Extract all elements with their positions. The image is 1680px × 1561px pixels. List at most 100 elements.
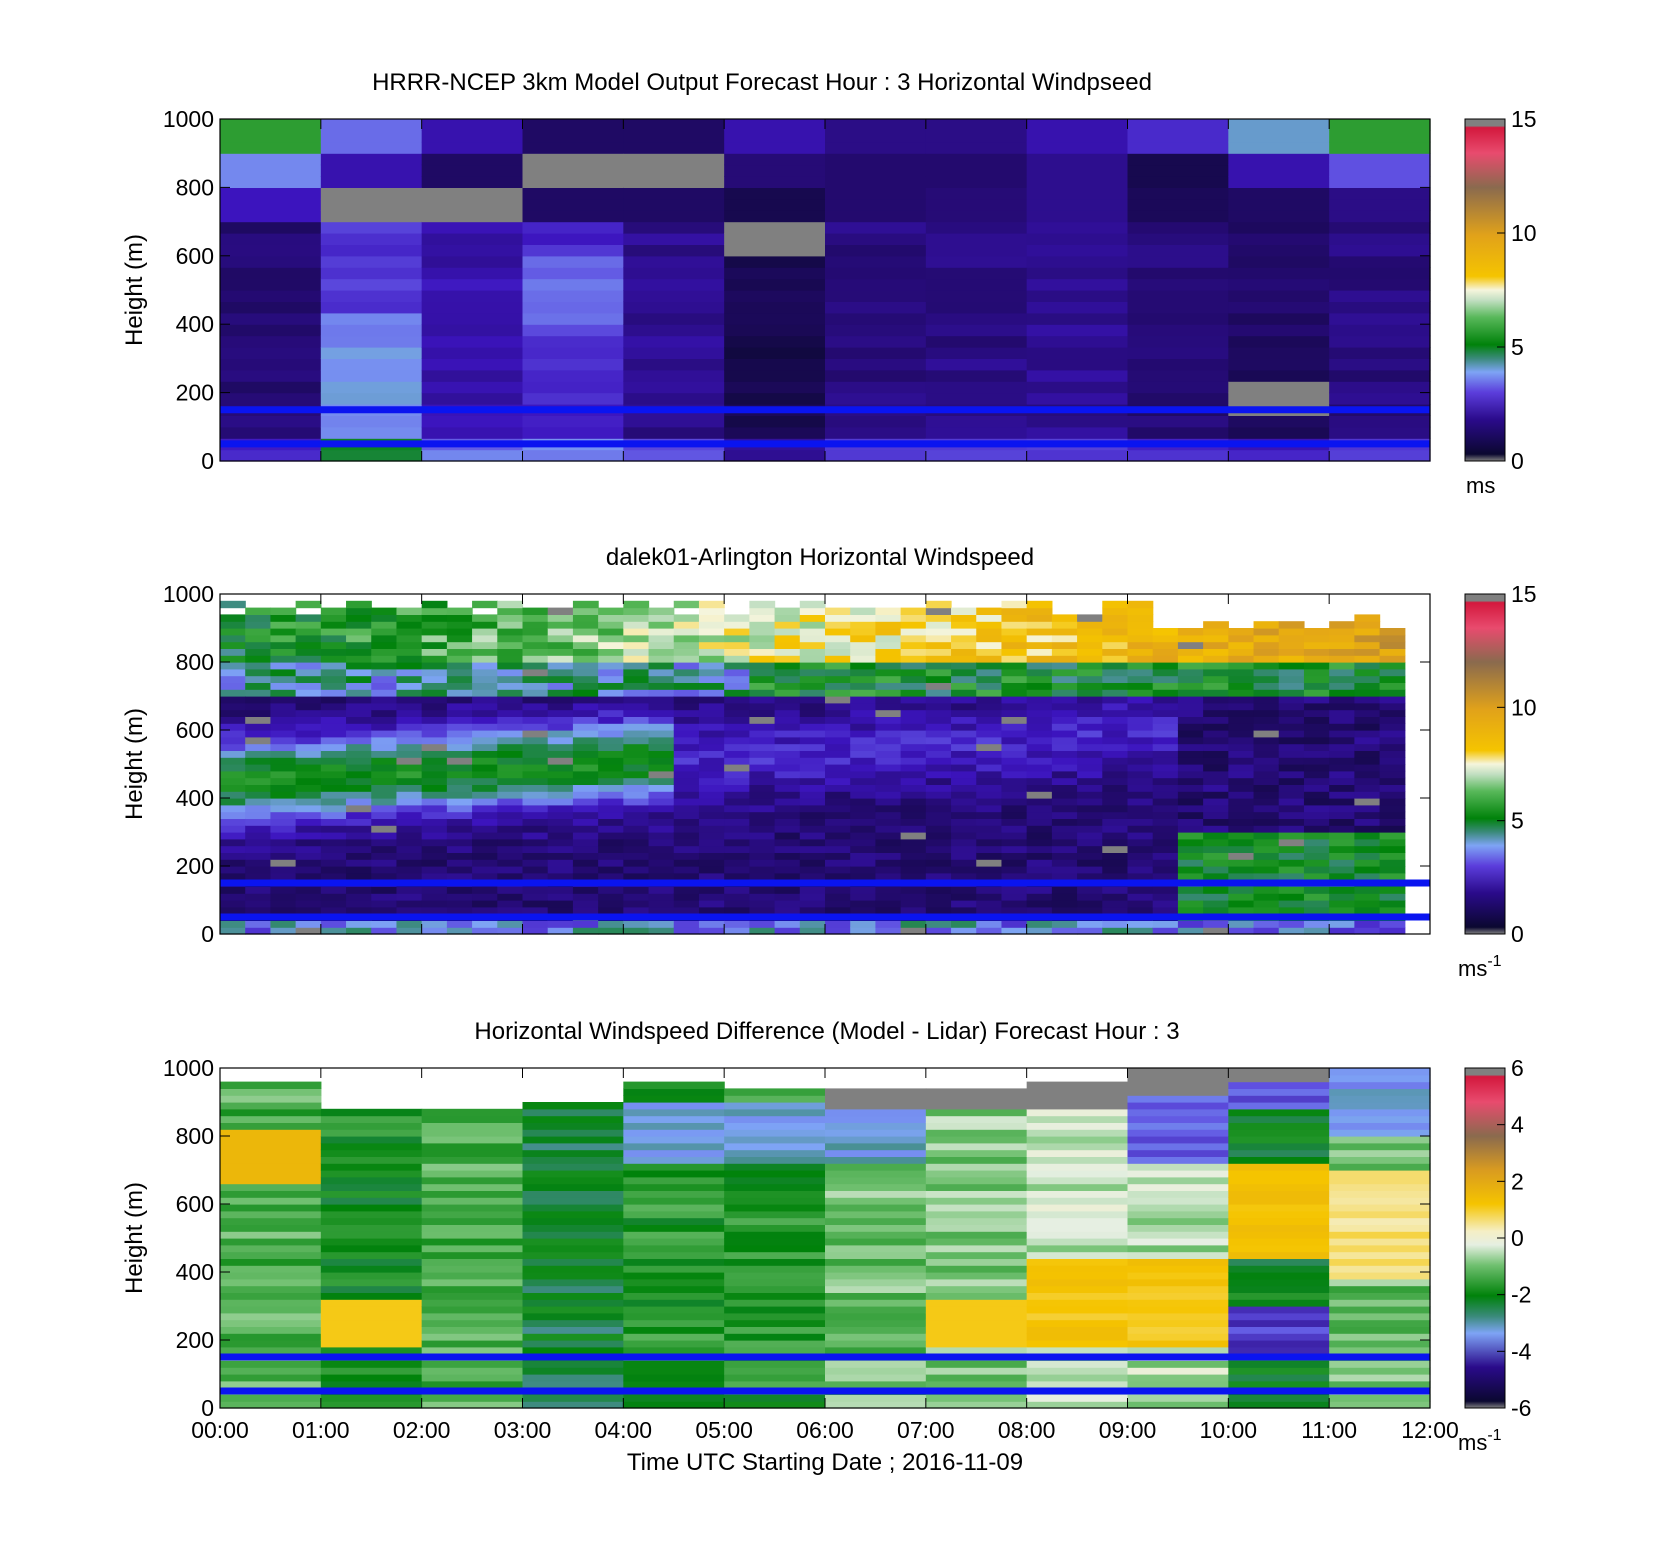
heatmap-cell <box>346 838 372 847</box>
heatmap-cell <box>925 1401 1028 1409</box>
heatmap-cell <box>598 682 624 690</box>
heatmap-cell <box>295 634 322 643</box>
heatmap-cell <box>724 709 750 717</box>
heatmap-cell <box>547 757 574 765</box>
heatmap-cell <box>673 770 700 779</box>
heatmap-cell <box>1001 804 1028 813</box>
heatmap-cell <box>1127 723 1154 731</box>
heatmap-cell <box>1253 764 1280 772</box>
heatmap-cell <box>245 845 272 853</box>
heatmap-cell <box>925 675 952 683</box>
heatmap-cell <box>825 736 851 745</box>
heatmap-cell <box>1026 791 1053 799</box>
heatmap-cell <box>1278 716 1305 724</box>
heatmap-cell <box>396 791 423 799</box>
heatmap-cell <box>522 1265 624 1273</box>
heatmap-cell <box>799 702 826 711</box>
heatmap-cell <box>320 621 347 629</box>
heatmap-cell <box>1077 641 1103 649</box>
heatmap-cell <box>1354 689 1381 697</box>
heatmap-cell <box>1203 920 1229 928</box>
heatmap-cell <box>825 358 927 371</box>
heatmap-cell <box>522 634 549 643</box>
colorbar-unit-exponent: -1 <box>1487 953 1501 970</box>
heatmap-cell <box>749 770 776 779</box>
heatmap-cell <box>245 702 272 711</box>
heatmap-cell <box>396 696 423 704</box>
heatmap-cell <box>1278 852 1305 860</box>
heatmap-cell <box>623 1081 725 1089</box>
heatmap-cell <box>1001 736 1028 745</box>
heatmap-cell <box>1051 689 1078 697</box>
heatmap-cell <box>1228 920 1255 928</box>
heatmap-cell <box>1303 702 1330 711</box>
heatmap-cell <box>1303 791 1330 799</box>
heatmap-cell <box>472 614 498 622</box>
heatmap-cell <box>220 886 246 894</box>
heatmap-cell <box>421 648 448 656</box>
heatmap-cell <box>900 750 927 758</box>
heatmap-cell <box>825 1258 927 1266</box>
heatmap-cell <box>698 866 725 874</box>
heatmap-cell <box>1026 655 1053 663</box>
heatmap-cell <box>925 381 1028 394</box>
heatmap-cell <box>925 1299 1028 1307</box>
heatmap-cell <box>446 696 473 704</box>
heatmap-cell <box>1228 449 1330 462</box>
heatmap-cell <box>1127 1238 1229 1246</box>
heatmap-cell <box>648 920 675 928</box>
heatmap-cell <box>572 764 599 772</box>
heatmap-cell <box>1379 825 1406 833</box>
heatmap-cell <box>850 770 877 779</box>
heatmap-cell <box>1379 927 1406 935</box>
heatmap-cell <box>1354 702 1381 711</box>
heatmap-cell <box>623 1306 725 1314</box>
heatmap-cell <box>220 381 322 394</box>
heatmap-cell <box>472 777 498 785</box>
heatmap-cell <box>472 927 498 935</box>
heatmap-cell <box>799 723 826 731</box>
heatmap-cell <box>295 920 322 928</box>
heatmap-cell <box>497 804 524 813</box>
heatmap-cell <box>320 634 347 643</box>
heatmap-cell <box>875 736 902 745</box>
heatmap-cell <box>1127 893 1154 901</box>
heatmap-cell <box>547 750 574 758</box>
heatmap-cell <box>1127 648 1154 656</box>
heatmap-cell <box>1329 141 1431 154</box>
heatmap-cell <box>1303 886 1330 894</box>
heatmap-cell <box>295 906 322 915</box>
heatmap-cell <box>320 1367 423 1375</box>
heatmap-cell <box>825 716 851 724</box>
heatmap-cell <box>1203 743 1229 751</box>
heatmap-cell <box>220 777 246 785</box>
heatmap-cell <box>1001 743 1028 751</box>
heatmap-cell <box>1228 893 1255 901</box>
heatmap-cell <box>774 825 801 833</box>
heatmap-cell <box>1026 900 1053 908</box>
heatmap-cell <box>1001 675 1028 683</box>
heatmap-cell <box>875 689 902 697</box>
heatmap-cell <box>371 723 398 731</box>
heatmap-cell <box>1329 153 1431 166</box>
heatmap-cell <box>522 244 624 257</box>
heatmap-cell <box>497 723 524 731</box>
heatmap-cell <box>1253 675 1280 683</box>
heatmap-cell <box>850 702 877 711</box>
heatmap-cell <box>346 927 372 935</box>
heatmap-cell <box>925 832 952 840</box>
heatmap-cell <box>497 730 524 738</box>
heatmap-cell <box>245 675 272 683</box>
heatmap-cell <box>724 1258 826 1266</box>
heatmap-cell <box>522 221 624 234</box>
heatmap-cell <box>295 886 322 894</box>
heatmap-cell <box>825 1244 927 1253</box>
heatmap-cell <box>925 1272 1028 1280</box>
heatmap-cell <box>421 244 524 257</box>
heatmap-cell <box>1329 1319 1431 1327</box>
heatmap-cell <box>220 859 246 867</box>
heatmap-cell <box>698 736 725 745</box>
heatmap-cell <box>497 655 524 663</box>
heatmap-cell <box>270 655 297 663</box>
heatmap-cell <box>1152 838 1179 847</box>
